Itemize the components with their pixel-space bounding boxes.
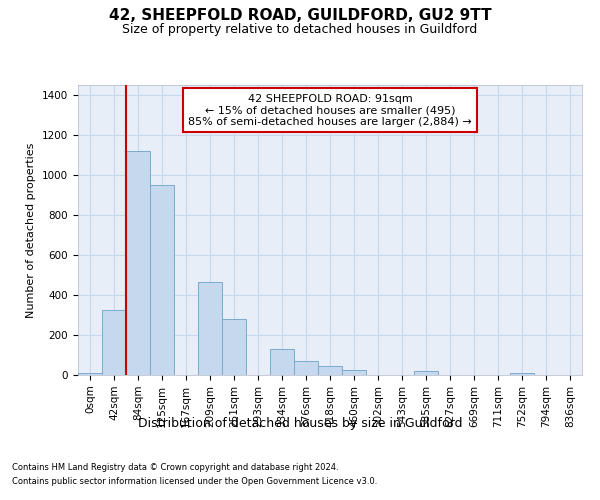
Bar [126,151,150,375]
Bar [78,374,102,375]
Text: Distribution of detached houses by size in Guildford: Distribution of detached houses by size … [138,418,462,430]
Text: Contains HM Land Registry data © Crown copyright and database right 2024.: Contains HM Land Registry data © Crown c… [12,464,338,472]
Bar [342,370,366,375]
Text: Contains public sector information licensed under the Open Government Licence v3: Contains public sector information licen… [12,477,377,486]
Bar [102,310,126,375]
Bar [510,373,534,375]
Text: 42, SHEEPFOLD ROAD, GUILDFORD, GU2 9TT: 42, SHEEPFOLD ROAD, GUILDFORD, GU2 9TT [109,8,491,22]
Bar [222,319,246,375]
Bar [150,185,174,375]
Bar [414,371,438,375]
Text: 42 SHEEPFOLD ROAD: 91sqm
← 15% of detached houses are smaller (495)
85% of semi-: 42 SHEEPFOLD ROAD: 91sqm ← 15% of detach… [188,94,472,127]
Bar [294,361,318,375]
Y-axis label: Number of detached properties: Number of detached properties [26,142,37,318]
Text: Size of property relative to detached houses in Guildford: Size of property relative to detached ho… [122,22,478,36]
Bar [198,282,222,375]
Bar [270,349,294,375]
Bar [318,366,342,375]
